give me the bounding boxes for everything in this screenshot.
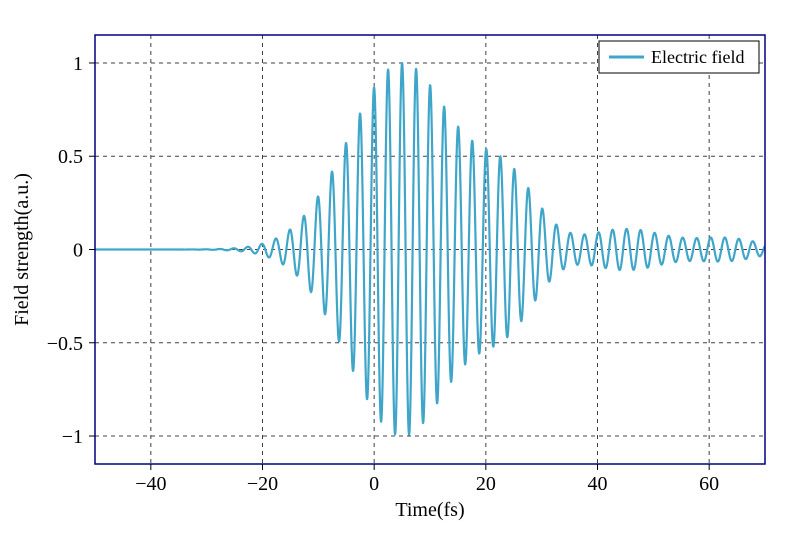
y-tick-label: −0.5 xyxy=(47,333,83,355)
y-tick-label: 0.5 xyxy=(58,146,83,168)
chart-bg xyxy=(0,0,800,534)
legend: Electric field xyxy=(599,41,759,73)
y-axis-label: Field strength(a.u.) xyxy=(11,173,33,326)
x-tick-label: 20 xyxy=(476,473,496,495)
y-tick-label: −1 xyxy=(62,426,83,448)
x-axis-label: Time(fs) xyxy=(395,499,464,521)
x-tick-label: −40 xyxy=(135,473,166,495)
y-tick-label: 0 xyxy=(73,240,83,262)
y-tick-label: 1 xyxy=(73,53,83,75)
chart-container: −40 −20 0 20 40 60 −1 −0.5 0 0.5 1 Time(fs) Field st… xyxy=(0,0,800,534)
line-chart: −40 −20 0 20 40 60 −1 −0.5 0 0.5 1 Time(fs) Field st… xyxy=(0,0,800,534)
x-tick-label: 0 xyxy=(369,473,379,495)
x-tick-label: −20 xyxy=(247,473,278,495)
legend-label: Electric field xyxy=(651,47,744,67)
x-tick-label: 60 xyxy=(699,473,719,495)
x-tick-label: 40 xyxy=(588,473,608,495)
